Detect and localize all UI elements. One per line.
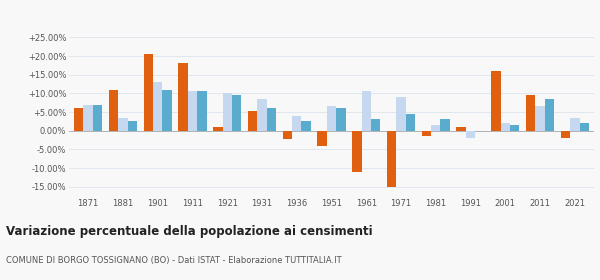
Bar bbox=[301, 121, 311, 131]
Text: COMUNE DI BORGO TOSSIGNANO (BO) - Dati ISTAT - Elaborazione TUTTITALIA.IT: COMUNE DI BORGO TOSSIGNANO (BO) - Dati I… bbox=[6, 256, 341, 265]
Bar bbox=[128, 121, 137, 131]
Bar bbox=[440, 120, 450, 131]
Bar bbox=[292, 116, 301, 131]
Bar bbox=[266, 108, 276, 131]
Bar bbox=[371, 120, 380, 131]
Bar bbox=[223, 93, 232, 131]
Bar bbox=[570, 118, 580, 131]
Bar bbox=[93, 104, 102, 131]
Bar bbox=[317, 131, 327, 146]
Bar bbox=[580, 123, 589, 131]
Bar bbox=[510, 125, 520, 131]
Bar bbox=[545, 99, 554, 131]
Bar bbox=[336, 108, 346, 131]
Bar bbox=[197, 92, 206, 131]
Bar bbox=[178, 64, 188, 131]
Bar bbox=[535, 106, 545, 131]
Text: Variazione percentuale della popolazione ai censimenti: Variazione percentuale della popolazione… bbox=[6, 225, 373, 238]
Bar bbox=[387, 131, 397, 187]
Bar bbox=[188, 92, 197, 131]
Bar bbox=[431, 125, 440, 131]
Bar bbox=[74, 108, 83, 131]
Bar bbox=[327, 106, 336, 131]
Bar bbox=[153, 82, 163, 131]
Bar bbox=[500, 123, 510, 131]
Bar bbox=[422, 131, 431, 136]
Bar bbox=[248, 111, 257, 131]
Bar bbox=[232, 95, 241, 131]
Bar bbox=[118, 118, 128, 131]
Bar bbox=[83, 104, 93, 131]
Bar bbox=[283, 131, 292, 139]
Bar bbox=[163, 90, 172, 131]
Bar bbox=[466, 131, 475, 138]
Bar bbox=[362, 92, 371, 131]
Bar bbox=[213, 127, 223, 131]
Bar bbox=[143, 54, 153, 131]
Bar bbox=[352, 131, 362, 172]
Bar bbox=[526, 95, 535, 131]
Bar bbox=[109, 90, 118, 131]
Bar bbox=[491, 71, 500, 131]
Bar bbox=[406, 114, 415, 131]
Bar bbox=[397, 97, 406, 131]
Bar bbox=[561, 131, 570, 138]
Bar bbox=[457, 127, 466, 131]
Bar bbox=[257, 99, 266, 131]
